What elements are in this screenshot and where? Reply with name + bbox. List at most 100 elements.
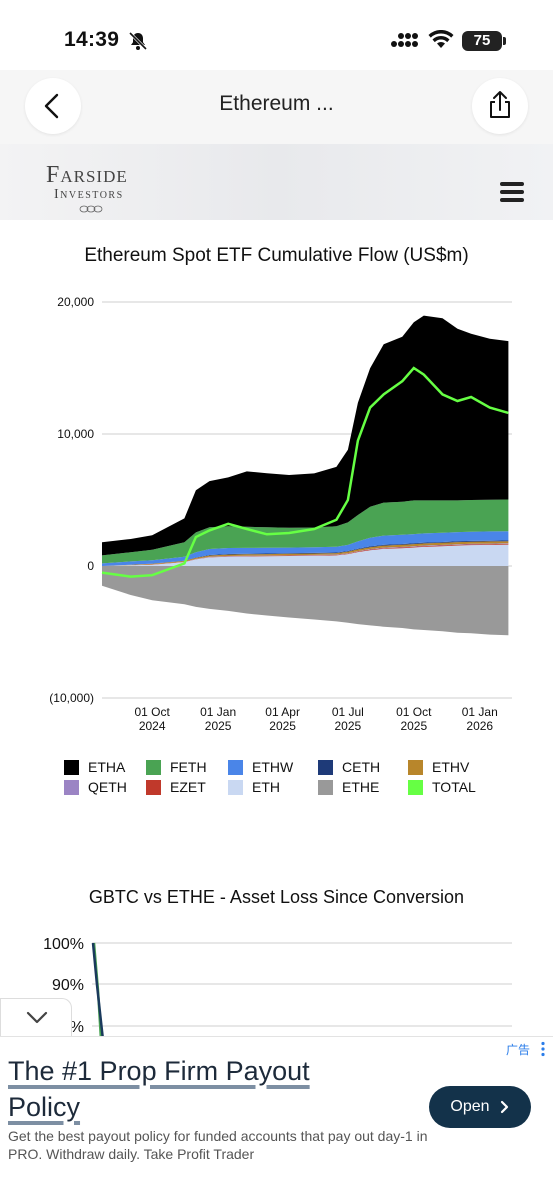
x-tick-year: 2025 — [400, 719, 427, 733]
status-bar: 14:39 75 — [0, 0, 553, 70]
ad-open-label: Open — [450, 1098, 490, 1115]
legend-label: ETH — [252, 779, 280, 795]
legend-label: TOTAL — [432, 779, 476, 795]
x-tick-label: 01 Jan — [200, 705, 236, 719]
legend-swatch — [146, 759, 161, 775]
y-tick-label: 100% — [43, 936, 84, 953]
legend-swatch — [146, 779, 161, 795]
ad-title-text: The #1 Prop Firm Payout Policy — [8, 1056, 310, 1122]
site-header: FARSIDE INVESTORS — [0, 144, 553, 220]
legend-swatch — [408, 759, 423, 775]
x-tick-year: 2024 — [139, 719, 166, 733]
ad-banner[interactable]: 广告 The #1 Prop Firm Payout Policy Get th… — [0, 1036, 553, 1176]
x-tick-label: 01 Jul — [332, 705, 364, 719]
legend-label: ETHA — [88, 759, 126, 775]
legend-swatch — [318, 779, 333, 795]
ad-title-link[interactable]: The #1 Prop Firm Payout Policy — [8, 1053, 388, 1125]
ad-description: Get the best payout policy for funded ac… — [8, 1128, 428, 1162]
chevron-left-icon — [44, 93, 59, 119]
x-tick-label: 01 Oct — [396, 705, 432, 719]
logo-line2: INVESTORS — [54, 187, 124, 202]
cellular-signal-icon — [391, 33, 418, 47]
x-tick-year: 2025 — [205, 719, 232, 733]
y-tick-label: 20,000 — [57, 295, 94, 309]
ad-open-button[interactable]: Open — [429, 1086, 531, 1128]
chart1-legend: ETHA FETH ETHW CETH ETHV QETH EZET ETH ETHE TOTAL — [64, 757, 524, 797]
farside-logo[interactable]: FARSIDE INVESTORS — [46, 162, 136, 214]
asset-loss-chart: 100% 90%% — [43, 936, 512, 1040]
share-button[interactable] — [472, 78, 528, 134]
chevron-down-icon — [26, 1011, 48, 1024]
legend-item-ethv[interactable]: ETHV — [408, 757, 488, 777]
y-tick-label: 0 — [87, 559, 94, 573]
line-total — [101, 366, 509, 578]
wifi-icon — [428, 30, 454, 48]
area-ceth — [102, 540, 509, 566]
logo-line1: FARSIDE — [46, 162, 128, 188]
legend-label: CETH — [342, 759, 381, 775]
legend-item-ethe[interactable]: ETHE — [318, 777, 408, 797]
legend-label: QETH — [88, 779, 127, 795]
chart2-title: GBTC vs ETHE - Asset Loss Since Conversi… — [88, 887, 465, 907]
x-tick-year: 2025 — [335, 719, 362, 733]
more-vertical-icon[interactable] — [540, 1041, 546, 1057]
legend-item-ethw[interactable]: ETHW — [228, 757, 318, 777]
legend-item-etha[interactable]: ETHA — [64, 757, 146, 777]
x-tick-label: 01 Jan — [462, 705, 498, 719]
line-ethe — [91, 942, 105, 1040]
x-tick-label: 01 Oct — [134, 705, 170, 719]
legend-swatch — [64, 759, 79, 775]
back-button[interactable] — [25, 78, 81, 134]
logo-ornament-icon — [79, 205, 103, 213]
hamburger-menu-icon[interactable] — [500, 182, 524, 206]
legend-label: FETH — [170, 759, 207, 775]
legend-swatch — [228, 759, 243, 775]
area-ethw — [102, 531, 509, 566]
ad-tag: 广告 — [506, 1043, 531, 1057]
bell-muted-icon — [128, 31, 148, 51]
legend-item-ceth[interactable]: CETH — [318, 757, 408, 777]
x-tick-label: 01 Apr — [265, 705, 300, 719]
x-tick-year: 2026 — [466, 719, 493, 733]
y-tick-label: % — [70, 1019, 84, 1036]
share-icon — [490, 91, 510, 118]
home-indicator-area — [0, 1176, 553, 1200]
legend-row: QETH EZET ETH ETHE TOTAL — [64, 777, 524, 797]
area-ethv — [102, 541, 509, 566]
y-tick-label: 10,000 — [57, 427, 94, 441]
legend-swatch — [64, 779, 79, 795]
legend-item-qeth[interactable]: QETH — [64, 777, 146, 797]
logo-line1-rest: ARSIDE — [60, 167, 128, 186]
legend-label: ETHV — [432, 759, 470, 775]
legend-label: ETHE — [342, 779, 380, 795]
legend-swatch — [408, 779, 423, 795]
chevron-right-icon — [500, 1100, 508, 1114]
area-eth — [102, 544, 509, 566]
legend-item-eth[interactable]: ETH — [228, 777, 318, 797]
page-title: Ethereum ... — [219, 92, 334, 115]
legend-item-feth[interactable]: FETH — [146, 757, 228, 777]
legend-item-ezet[interactable]: EZET — [146, 777, 228, 797]
legend-item-total[interactable]: TOTAL — [408, 777, 488, 797]
legend-label: ETHW — [252, 759, 294, 775]
battery-level: 75 — [462, 31, 502, 51]
battery-nub — [503, 37, 506, 45]
legend-label: EZET — [170, 779, 206, 795]
legend-row: ETHA FETH ETHW CETH ETHV — [64, 757, 524, 777]
status-time: 14:39 — [64, 28, 120, 51]
x-tick-year: 2025 — [269, 719, 296, 733]
y-tick-label: (10,000) — [49, 691, 94, 705]
ad-collapse-button[interactable] — [0, 998, 72, 1038]
nav-bar: Ethereum ... — [0, 70, 553, 144]
y-tick-label: 90% — [52, 977, 84, 994]
legend-swatch — [228, 779, 243, 795]
area-ethe — [102, 566, 509, 636]
